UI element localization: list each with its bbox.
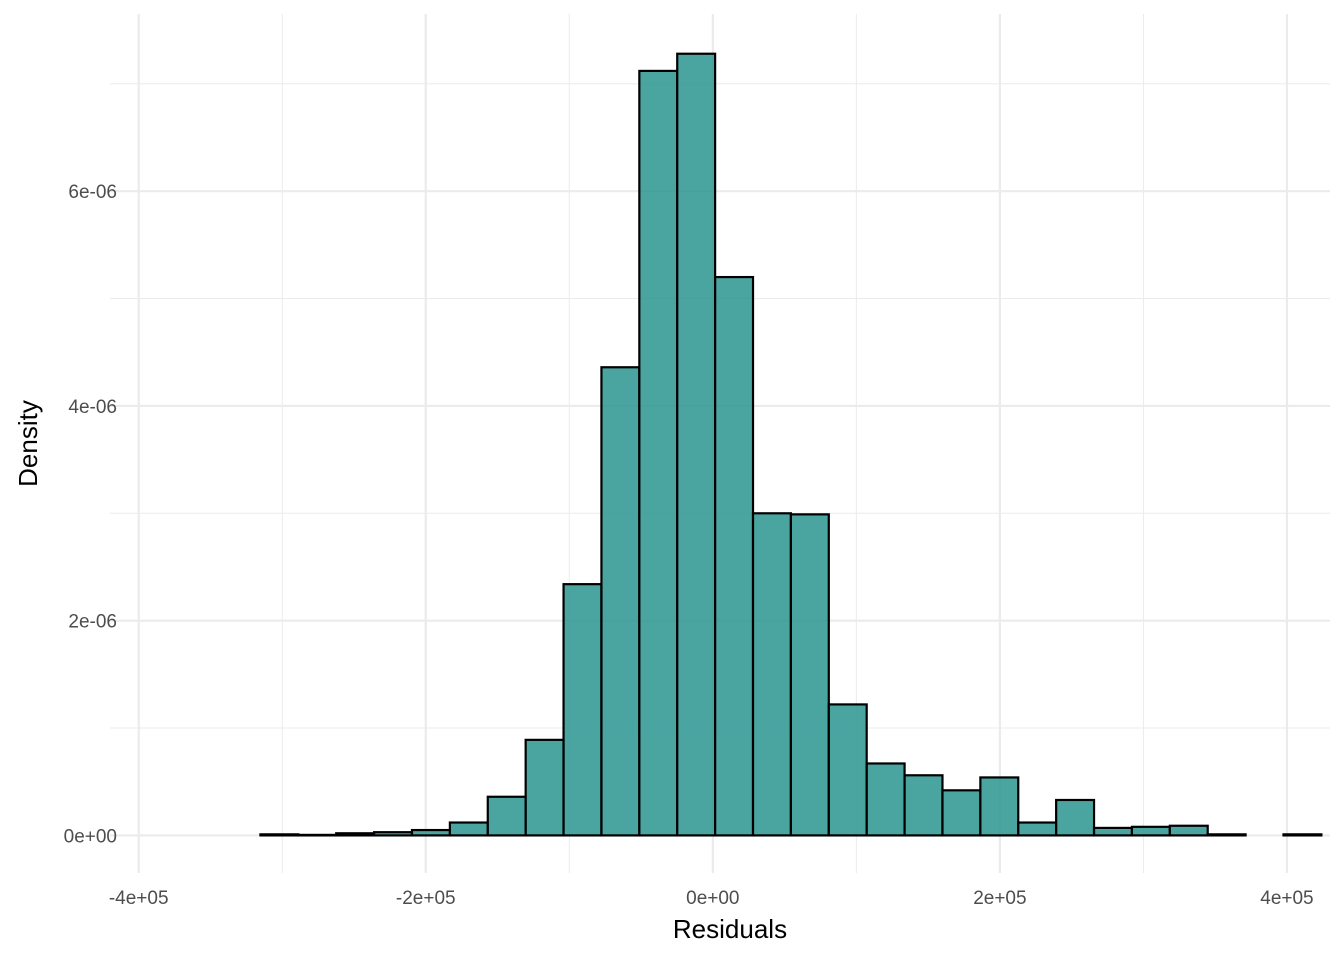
x-axis-tick-labels: -4e+05 -2e+05 0e+00 2e+05 4e+05	[109, 888, 1314, 909]
histogram-bar	[1017, 821, 1058, 837]
x-tick-label: -2e+05	[396, 888, 456, 909]
histogram-bar	[1206, 833, 1247, 837]
histogram-bar	[903, 774, 944, 837]
histogram-bar	[1055, 798, 1096, 837]
x-tick-label: 4e+05	[1260, 888, 1313, 909]
histogram-bar	[941, 789, 982, 837]
x-tick-label: 0e+00	[686, 888, 739, 909]
x-tick-label: -4e+05	[109, 888, 169, 909]
histogram-bar	[410, 828, 451, 837]
histogram-bar	[372, 831, 414, 837]
histogram-bar	[259, 833, 300, 837]
histogram-bar	[297, 833, 338, 837]
histogram-bar	[486, 795, 527, 837]
histogram-bar	[1168, 824, 1209, 837]
histogram-bar	[979, 776, 1020, 837]
histogram-bar	[1282, 833, 1323, 837]
histogram-bars	[259, 52, 1323, 837]
histogram-bar	[789, 513, 830, 837]
y-tick-label: 2e-06	[68, 612, 117, 633]
histogram-bar	[865, 762, 906, 837]
histogram-bar	[524, 738, 565, 837]
histogram-bar	[714, 275, 755, 837]
histogram-bar	[638, 69, 679, 837]
y-tick-label: 4e-06	[68, 397, 117, 418]
histogram-bar	[1092, 826, 1134, 837]
x-tick-label: 2e+05	[973, 888, 1026, 909]
histogram-bar	[827, 703, 868, 837]
y-axis-tick-labels: 0e+00 2e-06 4e-06 6e-06	[64, 182, 117, 847]
y-axis-title: Density	[13, 400, 43, 487]
histogram-bar	[600, 366, 641, 837]
histogram-bar	[676, 52, 717, 837]
histogram-bar	[335, 832, 376, 837]
histogram-bar	[1130, 825, 1171, 837]
x-axis-title: Residuals	[673, 914, 787, 944]
y-tick-label: 0e+00	[64, 826, 117, 847]
histogram-bar	[562, 583, 603, 837]
histogram-bar	[448, 821, 489, 837]
y-tick-label: 6e-06	[68, 182, 117, 203]
histogram-bar	[751, 512, 793, 837]
